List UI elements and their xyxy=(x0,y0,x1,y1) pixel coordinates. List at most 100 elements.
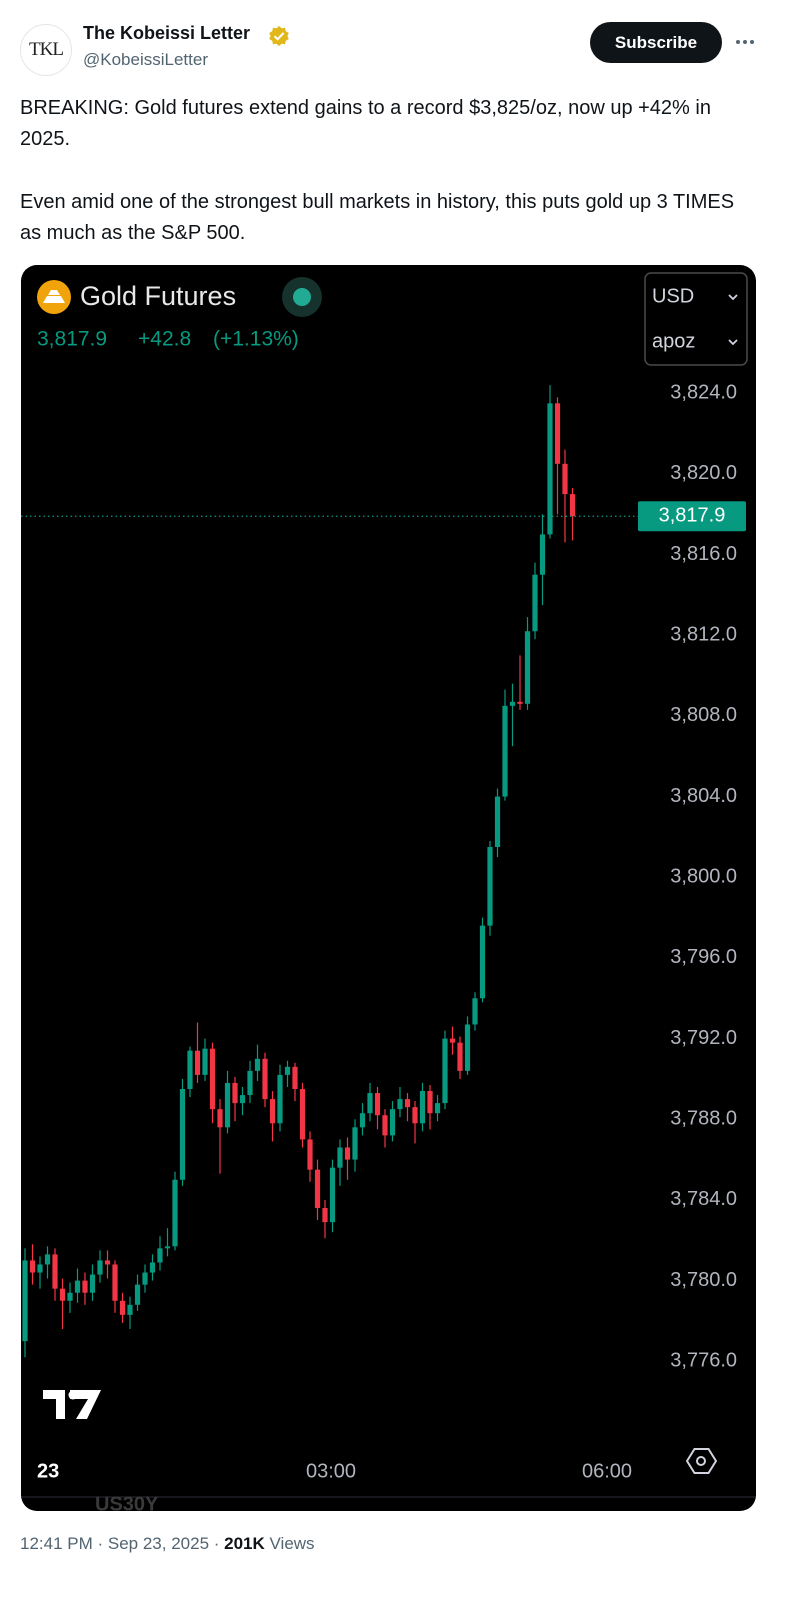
candle-body xyxy=(337,1147,343,1168)
candle-body xyxy=(457,1042,463,1071)
price-change-percent: (+1.13%) xyxy=(213,328,299,351)
candle-body xyxy=(44,1254,51,1265)
candle-body xyxy=(217,1109,223,1128)
candle-body xyxy=(449,1038,456,1043)
candle-body xyxy=(367,1093,373,1114)
candle-body xyxy=(284,1066,291,1075)
candle-body xyxy=(404,1099,411,1108)
subscribe-button[interactable]: Subscribe xyxy=(590,22,722,63)
candle-body xyxy=(187,1050,193,1090)
candle-body xyxy=(157,1248,163,1263)
candle-body xyxy=(427,1091,433,1114)
y-tick-label: 3,792.0 xyxy=(670,1027,737,1049)
candle-body xyxy=(22,1260,28,1342)
candle-body xyxy=(314,1169,321,1208)
currency[interactable]: USD xyxy=(652,285,694,307)
candle-body xyxy=(344,1147,351,1160)
timestamp[interactable]: 12:41 PM · Sep 23, 2025 · xyxy=(20,1534,220,1553)
status-dot xyxy=(293,288,311,306)
candle-body xyxy=(202,1048,208,1075)
avatar[interactable]: TKL xyxy=(20,24,72,76)
candle-body xyxy=(502,705,508,797)
candle-body xyxy=(149,1262,156,1273)
candle-body xyxy=(74,1280,81,1293)
candle-body xyxy=(494,796,501,847)
candle-body xyxy=(299,1089,306,1140)
candle-body xyxy=(307,1139,313,1170)
settings-icon-center xyxy=(696,1456,706,1466)
candle-body xyxy=(67,1292,73,1301)
candle-body xyxy=(269,1099,276,1124)
candle-body xyxy=(119,1300,126,1315)
candle-body xyxy=(224,1082,231,1128)
candle-body xyxy=(52,1254,58,1289)
y-tick-label: 3,804.0 xyxy=(670,785,737,807)
candle-body xyxy=(292,1066,298,1090)
candle-body xyxy=(539,534,546,575)
y-tick-label: 3,812.0 xyxy=(670,624,737,646)
tweet-text: Even amid one of the strongest bull mark… xyxy=(20,191,735,244)
last-price: 3,817.9 xyxy=(37,328,107,351)
more-button[interactable] xyxy=(735,30,755,54)
candle-body xyxy=(104,1260,111,1265)
candle-body xyxy=(419,1091,426,1124)
chevrons xyxy=(728,294,738,346)
candle-body xyxy=(322,1207,328,1223)
candle-body xyxy=(29,1260,36,1273)
candle-body xyxy=(97,1260,103,1275)
candle-body xyxy=(142,1272,148,1285)
price-change: +42.8 xyxy=(138,328,191,351)
chart-title: Gold Futures xyxy=(80,281,236,311)
candle-body xyxy=(277,1074,283,1124)
y-tick-label: 3,784.0 xyxy=(670,1188,737,1210)
settings-icon[interactable] xyxy=(685,1448,718,1474)
y-tick-label: 3,780.0 xyxy=(670,1269,737,1291)
x-tick-label: 23 xyxy=(37,1460,59,1482)
author-handle[interactable]: @KobeissiLetter xyxy=(83,50,208,69)
candle-body xyxy=(434,1103,441,1114)
author-name[interactable]: The Kobeissi Letter xyxy=(83,23,251,43)
tradingview-logo xyxy=(43,1390,101,1419)
unit[interactable]: apoz xyxy=(652,330,695,352)
x-tick-label: 06:00 xyxy=(582,1460,632,1482)
views-label: Views xyxy=(269,1534,315,1553)
candle-body xyxy=(532,574,538,632)
last-price-label: 3,817.9 xyxy=(659,505,726,527)
unit-selector[interactable] xyxy=(644,272,748,366)
y-tick-label: 3,796.0 xyxy=(670,946,737,968)
gold-icon-bars xyxy=(43,290,65,303)
candle-body xyxy=(112,1264,118,1301)
y-tick-label: 3,808.0 xyxy=(670,704,737,726)
chart: Gold Futures 3,817.9 +42.8 (+1.13%) USD … xyxy=(21,272,756,1511)
candle-body xyxy=(262,1058,268,1100)
candle-body xyxy=(209,1048,216,1110)
candle-body xyxy=(164,1246,171,1249)
y-tick-label: 3,816.0 xyxy=(670,543,737,565)
y-tick-label: 3,788.0 xyxy=(670,1108,737,1130)
candle-body xyxy=(82,1280,88,1293)
watermark: US30Y xyxy=(95,1493,159,1511)
last-price-box xyxy=(638,501,746,532)
candle-body xyxy=(37,1264,43,1273)
chart-card[interactable]: Gold Futures 3,817.9 +42.8 (+1.13%) USD … xyxy=(21,265,756,1511)
candle-body xyxy=(517,701,523,704)
candle-body xyxy=(382,1115,388,1136)
candle-body xyxy=(127,1304,133,1315)
candle-body xyxy=(179,1089,186,1180)
verified-badge xyxy=(269,26,289,46)
candle-body xyxy=(569,494,576,517)
candle-body xyxy=(389,1109,396,1136)
candle-body xyxy=(562,463,568,495)
candle-body xyxy=(194,1050,201,1075)
y-tick-label: 3,820.0 xyxy=(670,462,737,484)
candle-body xyxy=(329,1167,336,1223)
candle-body xyxy=(359,1113,366,1128)
candle-body xyxy=(547,403,553,535)
candle-body xyxy=(479,925,486,999)
candle-body xyxy=(509,701,516,706)
candle-body xyxy=(172,1179,178,1247)
candle-body xyxy=(442,1038,448,1104)
candle-body xyxy=(472,998,478,1025)
candle-body xyxy=(59,1288,66,1301)
